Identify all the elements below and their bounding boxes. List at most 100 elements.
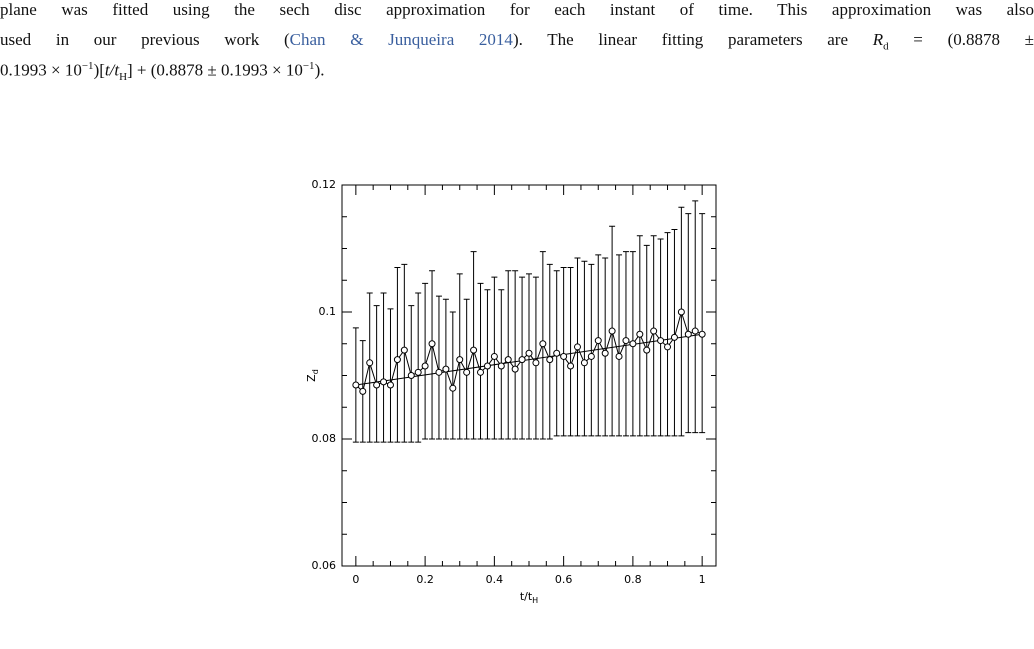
data-point xyxy=(463,368,471,376)
error-bar-lower xyxy=(352,385,359,443)
text-line: used in our previous work (Chan & Junque… xyxy=(0,30,1034,52)
error-bar-lower xyxy=(408,375,415,443)
data-point xyxy=(525,349,533,357)
error-bar-upper xyxy=(546,263,553,360)
error-bar-lower xyxy=(650,331,657,437)
error-bar-upper xyxy=(588,263,595,357)
text-span: −1 xyxy=(302,60,315,72)
data-point xyxy=(573,343,581,351)
error-bar-upper xyxy=(415,292,422,373)
y-tick-label: 0.06 xyxy=(312,559,337,572)
error-bar-upper xyxy=(657,238,664,341)
data-point xyxy=(373,381,381,389)
text-span: used in our previous work ( xyxy=(0,30,290,49)
data-point xyxy=(650,327,658,335)
error-bar-lower xyxy=(629,343,636,437)
data-point xyxy=(587,352,595,360)
text-span: 0.1993 × 10 xyxy=(0,60,82,80)
data-point xyxy=(414,368,422,376)
error-bar-upper xyxy=(505,270,512,360)
error-bar-lower xyxy=(581,362,588,437)
text-span: −1 xyxy=(81,60,94,72)
data-point xyxy=(532,359,540,367)
error-bar-upper xyxy=(491,276,498,357)
error-bar-upper xyxy=(581,260,588,363)
error-bar-lower xyxy=(532,362,539,440)
error-bar-lower xyxy=(609,331,616,437)
x-axis-label-sub: H xyxy=(532,596,538,605)
text-span: = (0.8878 ± xyxy=(888,30,1034,49)
data-point xyxy=(359,387,367,395)
data-point xyxy=(670,333,678,341)
x-axis-label-main: t/t xyxy=(520,590,533,603)
error-bar-lower xyxy=(560,356,567,437)
error-bar-lower xyxy=(429,343,436,440)
y-tick-label: 0.1 xyxy=(319,305,337,318)
data-point xyxy=(553,349,561,357)
data-point xyxy=(643,346,651,354)
error-bar-upper xyxy=(526,273,532,354)
error-bar-lower xyxy=(470,350,477,440)
data-point xyxy=(504,356,512,364)
error-bar-upper xyxy=(692,200,699,332)
error-bar-upper xyxy=(650,235,657,332)
error-bar-lower xyxy=(484,365,491,440)
error-bar-lower xyxy=(373,385,380,443)
error-bar-upper xyxy=(643,244,650,351)
error-bar-lower xyxy=(643,350,650,437)
data-point xyxy=(629,340,637,348)
text-span: d xyxy=(883,40,889,53)
data-point xyxy=(366,359,374,367)
data-point xyxy=(539,340,547,348)
data-point xyxy=(636,330,644,338)
data-point xyxy=(456,356,464,364)
error-bar-lower xyxy=(449,388,456,440)
data-point xyxy=(380,378,388,386)
y-axis-label-sub: d xyxy=(311,369,320,374)
data-point xyxy=(477,368,485,376)
y-axis-label-main: Z xyxy=(305,374,318,382)
error-bar-upper xyxy=(636,235,643,335)
error-bar-lower xyxy=(553,353,560,437)
error-bar-lower xyxy=(657,340,664,437)
error-bar-upper xyxy=(387,308,394,386)
error-bar-upper xyxy=(519,276,526,360)
data-point xyxy=(664,343,672,351)
data-point xyxy=(546,356,554,364)
y-axis-label: Zd xyxy=(305,369,320,382)
error-bar-lower xyxy=(526,353,532,440)
error-bar-upper xyxy=(366,292,373,363)
text-line: 0.1993 × 10−1)[t/tH] + (0.8878 ± 0.1993 … xyxy=(0,60,1034,83)
error-bar-upper xyxy=(671,228,678,338)
error-bar-upper xyxy=(567,267,574,366)
error-bar-lower xyxy=(512,369,519,440)
data-point xyxy=(449,384,457,392)
data-point xyxy=(470,346,478,354)
error-bar-lower xyxy=(463,372,470,440)
data-point xyxy=(442,365,450,373)
error-bar-lower xyxy=(387,385,394,443)
x-tick-label: 0.4 xyxy=(486,573,504,586)
data-point xyxy=(580,359,588,367)
error-bar-upper xyxy=(602,257,609,354)
error-bar-lower xyxy=(456,359,463,440)
error-bar-lower xyxy=(678,312,685,437)
text-span: ). The linear fitting parameters are xyxy=(512,30,873,49)
error-bar-upper xyxy=(498,289,505,366)
x-tick-label: 0.6 xyxy=(555,573,573,586)
data-point xyxy=(428,340,436,348)
error-bar-upper xyxy=(470,251,477,351)
error-bar-lower xyxy=(359,391,366,443)
error-bar-lower xyxy=(567,365,574,437)
data-point xyxy=(518,356,526,364)
citation-link[interactable]: Chan & Junqueira 2014 xyxy=(289,30,513,49)
x-tick-label: 0.8 xyxy=(624,573,642,586)
text-span: ). xyxy=(314,60,325,80)
error-bar-upper xyxy=(442,298,449,370)
data-point xyxy=(352,381,360,389)
data-point xyxy=(386,381,394,389)
x-tick-label: 1 xyxy=(699,573,706,586)
error-bar-lower xyxy=(664,346,671,437)
text-span: plane was fitted using the sech disc app… xyxy=(0,0,1034,19)
error-bar-upper xyxy=(373,305,380,386)
